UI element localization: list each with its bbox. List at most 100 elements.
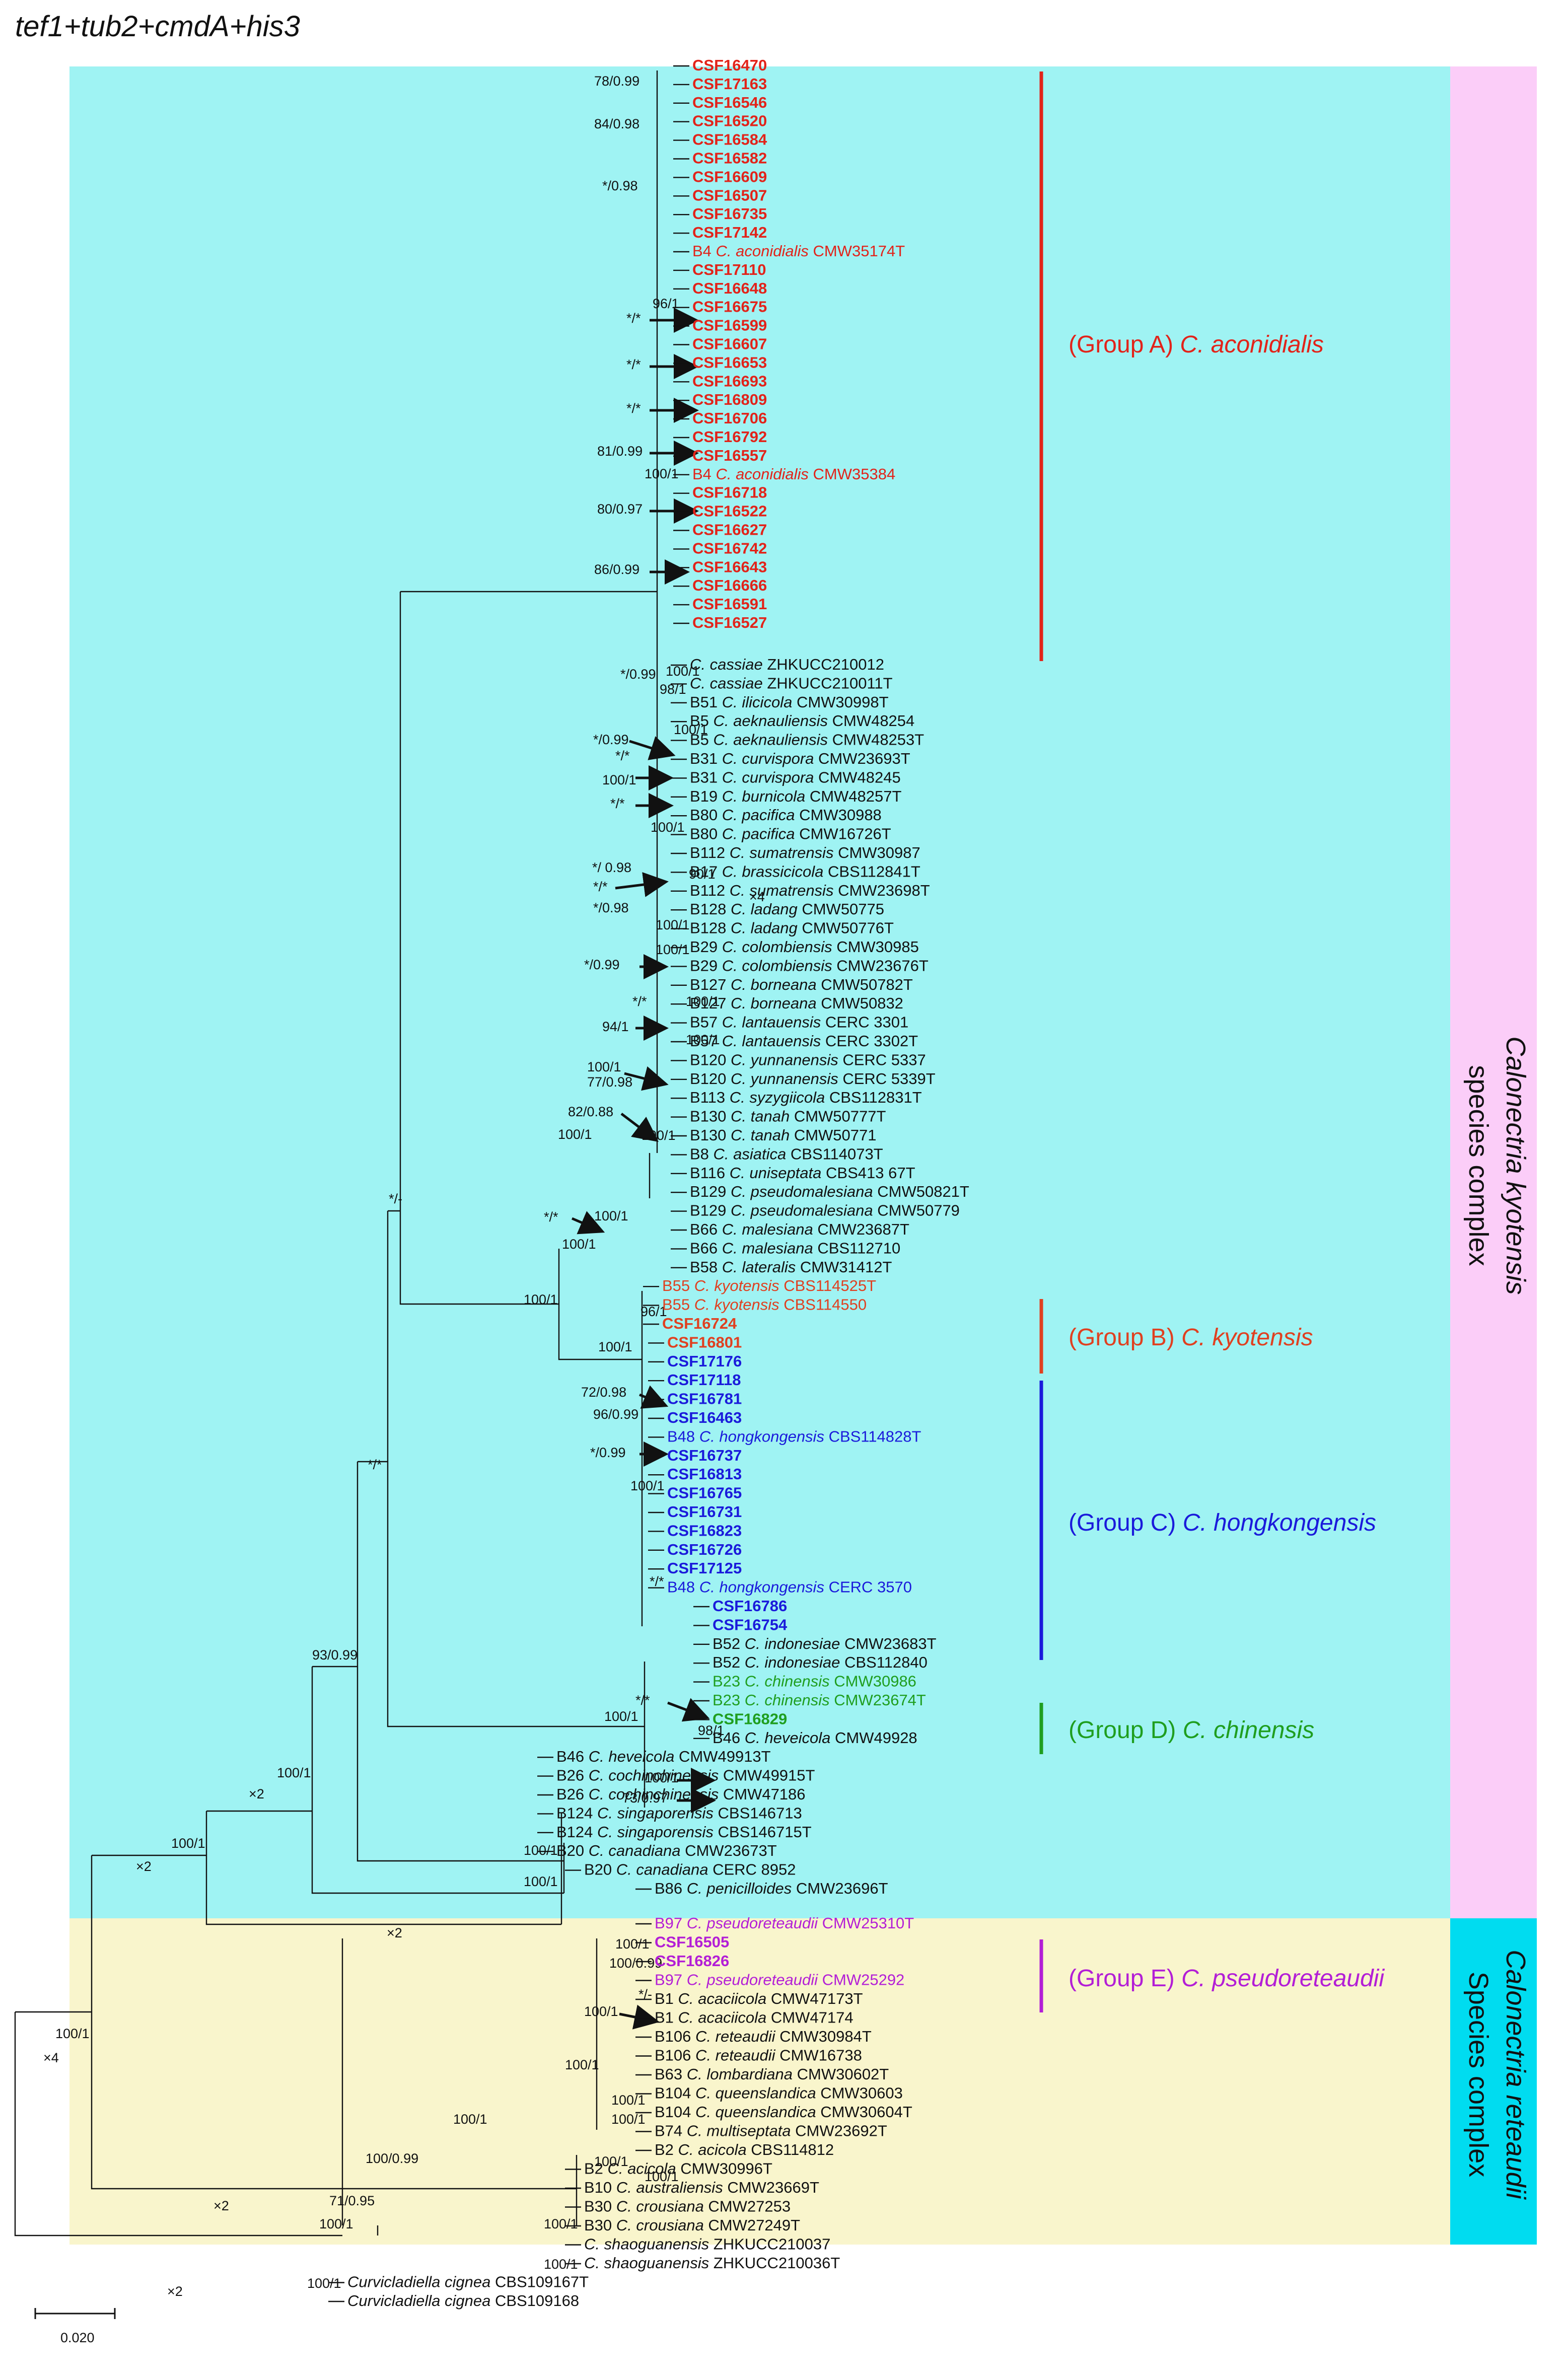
taxon-label: B66 C. malesiana CMW23687T — [690, 1220, 909, 1238]
kyotensis-complex-panel — [69, 66, 1450, 1918]
support-value: */* — [593, 879, 608, 894]
group-a-label: (Group A) C. aconidialis — [1069, 331, 1324, 358]
taxon-label: B26 C. cochinchinensis CMW49915T — [556, 1767, 815, 1784]
taxon-label: B31 C. curvispora CMW48245 — [690, 768, 901, 786]
taxon-label: B128 C. ladang CMW50775 — [690, 900, 884, 918]
support-value: 100/1 — [598, 1339, 632, 1354]
taxon-label: CSF16463 — [667, 1409, 742, 1426]
taxon-label: B116 C. uniseptata CBS413 67T — [690, 1164, 915, 1182]
support-value: 100/1 — [562, 1237, 596, 1252]
taxon-label: CSF16675 — [692, 298, 767, 316]
taxon-label: CSF17110 — [692, 261, 766, 278]
taxon-label: B20 C. canadiana CMW23673T — [556, 1842, 777, 1859]
taxon-label: CSF16726 — [667, 1541, 742, 1558]
support-value: */0.99 — [620, 667, 656, 682]
support-value: */0.98 — [593, 900, 629, 915]
taxon-label: CSF16582 — [692, 150, 767, 167]
support-value: 100/1 — [611, 2112, 646, 2127]
node-arrows — [572, 308, 716, 2030]
support-value: 73/0.97 — [622, 1790, 668, 1806]
support-value: 100/1 — [611, 2093, 646, 2108]
kyotensis-complex-label: Calonectria kyotensis — [1501, 1036, 1531, 1294]
support-value: 71/0.95 — [329, 2193, 375, 2208]
taxon-label: B26 C. cochinchinensis CMW47186 — [556, 1785, 806, 1803]
support-value: 100/1 — [642, 1128, 676, 1143]
support-value: 100/1 — [656, 942, 690, 957]
taxon-label: B2 C. acicola CBS114812 — [655, 2141, 834, 2158]
taxon-label: B104 C. queenslandica CMW30604T — [655, 2103, 912, 2121]
taxon-label: B80 C. pacifica CMW16726T — [690, 825, 891, 843]
support-value: */0.99 — [590, 1445, 626, 1460]
support-value: 100/1 — [319, 2216, 353, 2231]
support-value: */- — [389, 1191, 402, 1206]
taxon-label: C. cassiae ZHKUCC210012 — [690, 656, 884, 673]
taxon-label: B120 C. yunnanensis CERC 5339T — [690, 1070, 936, 1088]
support-value: 100/1 — [645, 2169, 679, 2184]
taxon-label: B86 C. penicilloides CMW23696T — [655, 1880, 888, 1897]
taxon-label: B52 C. indonesiae CMW23683T — [713, 1635, 937, 1652]
taxon-label: CSF16520 — [692, 112, 767, 130]
support-value: 77/0.98 — [587, 1074, 632, 1090]
taxon-label: B124 C. singaporensis CBS146713 — [556, 1804, 802, 1822]
taxon-label: B106 C. reteaudii CMW30984T — [655, 2028, 872, 2045]
taxa-labels: CSF16470CSF17163CSF16546CSF16520CSF16584… — [328, 56, 969, 2310]
taxon-label: B128 C. ladang CMW50776T — [690, 919, 894, 937]
support-value: 100/1 — [524, 1843, 558, 1858]
taxon-label: B48 C. hongkongensis CBS114828T — [667, 1427, 921, 1445]
support-value: 100/1 — [666, 664, 700, 679]
taxon-label: B97 C. pseudoreteaudii CMW25310T — [655, 1914, 914, 1932]
support-value: 100/1 — [594, 2154, 628, 2169]
support-value: 100/1 — [558, 1127, 592, 1142]
scale-bar-label: 0.020 — [60, 2330, 95, 2345]
support-value: */0.98 — [602, 178, 638, 193]
support-value: 100/1 — [584, 2004, 618, 2019]
taxon-label: B120 C. yunnanensis CERC 5337 — [690, 1051, 926, 1068]
support-value: 100/1 — [686, 994, 720, 1009]
scale-factor: ×2 — [167, 2284, 183, 2299]
taxon-label: CSF16731 — [667, 1503, 742, 1521]
support-value: 81/0.99 — [597, 444, 643, 459]
taxon-label: B66 C. malesiana CBS112710 — [690, 1239, 900, 1257]
support-value: 100/1 — [674, 722, 708, 737]
taxon-label: CSF16591 — [692, 595, 767, 613]
support-value: */* — [632, 994, 647, 1009]
support-value: 100/0.99 — [366, 2151, 418, 2166]
support-value: 94/1 — [602, 1019, 629, 1034]
support-value: 100/1 — [453, 2112, 487, 2127]
support-value: 90/1 — [689, 867, 716, 882]
scale-factor: ×2 — [136, 1859, 152, 1874]
taxon-label: B48 C. hongkongensis CERC 3570 — [667, 1578, 912, 1596]
taxon-label: B129 C. pseudomalesiana CMW50779 — [690, 1202, 960, 1219]
taxon-label: B51 C. ilicicola CMW30998T — [690, 693, 889, 711]
taxon-label: B127 C. borneana CMW50782T — [690, 976, 913, 993]
taxon-label: CSF16627 — [692, 521, 767, 539]
taxon-label: B63 C. lombardiana CMW30602T — [655, 2065, 889, 2083]
support-value: 100/1 — [594, 1208, 628, 1223]
scale-factor: ×4 — [749, 889, 765, 904]
support-value: 100/1 — [656, 917, 690, 932]
taxon-label: CSF16470 — [692, 56, 767, 74]
taxon-label: CSF16557 — [692, 447, 767, 464]
support-value: 100/1 — [171, 1836, 205, 1851]
taxon-label: CSF16813 — [667, 1465, 742, 1483]
support-value: 98/1 — [698, 1723, 725, 1738]
reteaudii-complex-label: Calonectria reteaudii — [1501, 1950, 1531, 2200]
taxon-label: C. shaoguanensis ZHKUCC210036T — [584, 2254, 840, 2272]
taxon-label: CSF16546 — [692, 94, 767, 111]
taxon-label: B1 C. acaciicola CMW47174 — [655, 2009, 853, 2027]
support-value: */* — [368, 1457, 382, 1472]
taxon-label: CSF16648 — [692, 279, 767, 297]
taxon-label: CSF16693 — [692, 372, 767, 390]
support-value: 100/1 — [651, 820, 685, 835]
taxon-label: CSF17118 — [667, 1371, 741, 1389]
taxon-label: CSF16737 — [667, 1447, 742, 1464]
support-value: 86/0.99 — [594, 562, 639, 577]
support-value: 100/1 — [277, 1765, 311, 1780]
support-values: 78/0.99 84/0.98 */0.98 96/1 */* */* */* … — [55, 74, 725, 2291]
support-value: */* — [610, 796, 625, 811]
taxon-label: CSF16505 — [655, 1933, 729, 1951]
taxon-label: B8 C. asiatica CBS114073T — [690, 1145, 883, 1163]
support-value: 82/0.88 — [568, 1104, 613, 1119]
support-value: 100/1 — [686, 1032, 720, 1047]
support-value: 100/1 — [544, 2216, 578, 2231]
